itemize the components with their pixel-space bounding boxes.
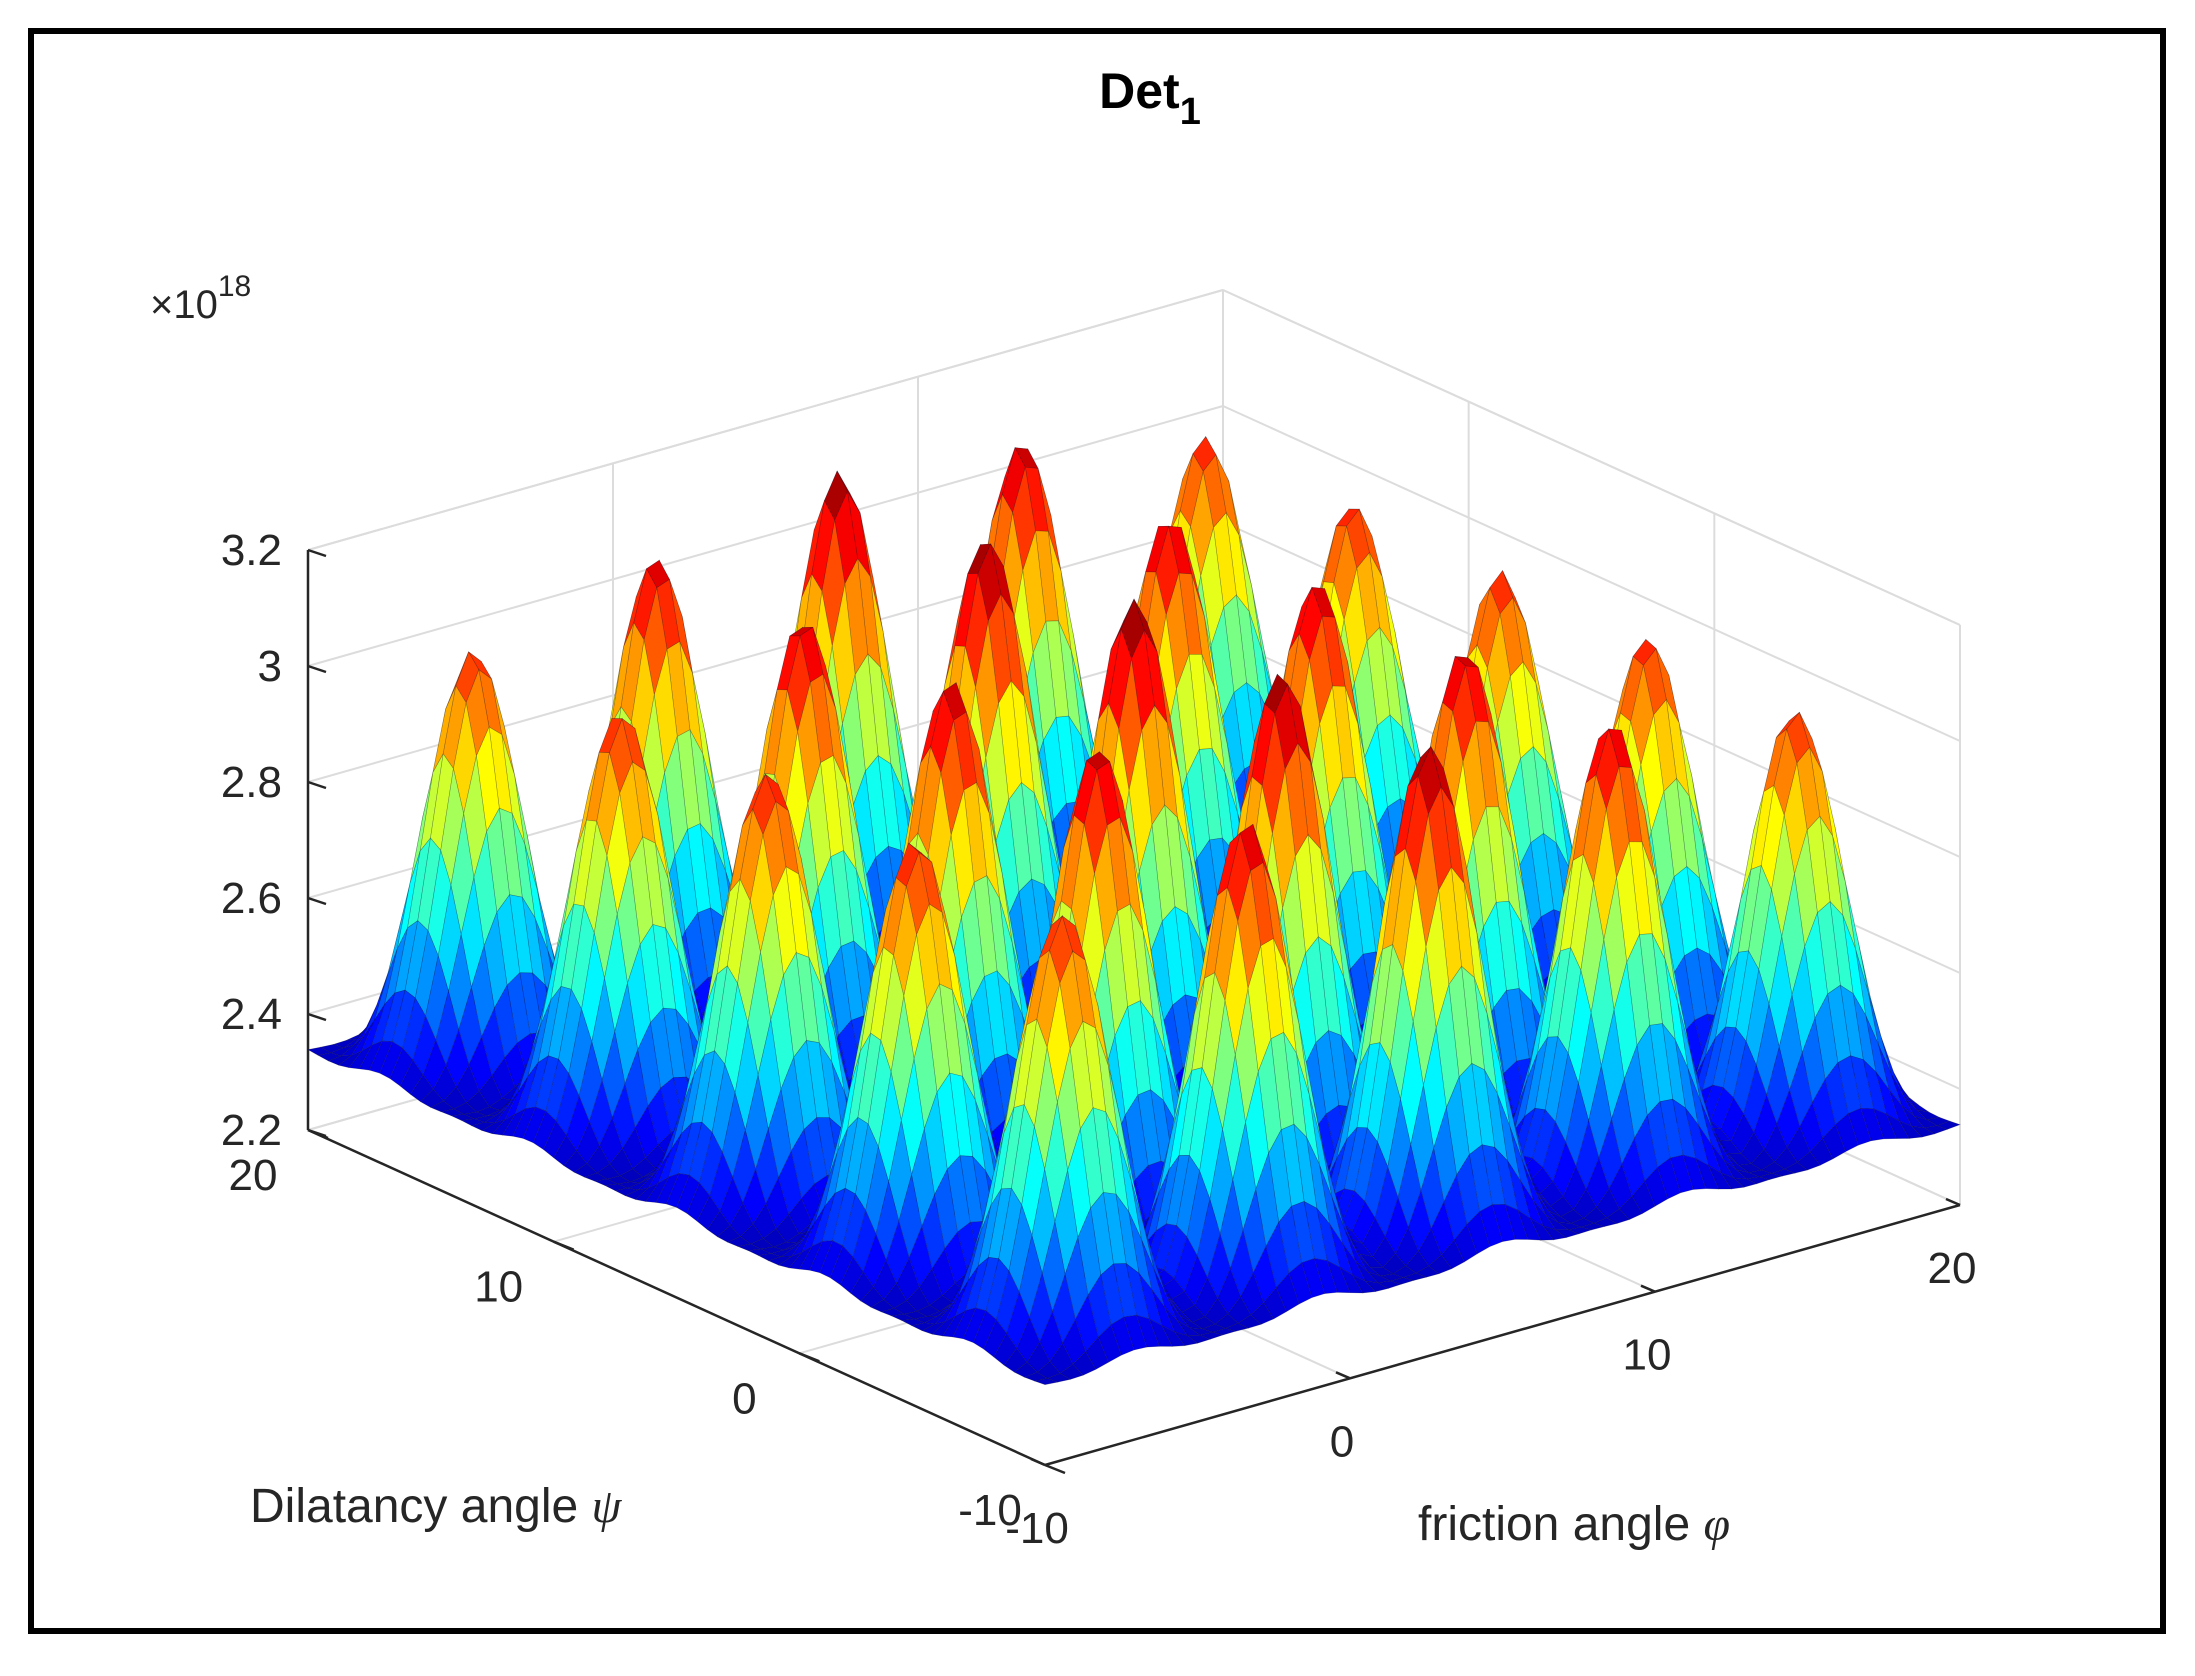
- surface-patch: [1035, 530, 1059, 622]
- x-tick-mark: [1335, 1371, 1351, 1380]
- surface-patch: [824, 470, 848, 521]
- surface-patch: [692, 673, 716, 800]
- axis-lines: [306, 548, 1961, 1475]
- x-axis-line: [1044, 1203, 1961, 1467]
- surface-patch: [684, 912, 709, 991]
- surface-patch: [987, 592, 1012, 705]
- x-tick-mark: [1030, 1457, 1046, 1467]
- surface-patch: [985, 703, 1009, 842]
- surface-patch: [1329, 776, 1354, 895]
- surface-patch: [1013, 613, 1037, 744]
- y-tick-mark: [798, 1352, 820, 1363]
- surface-mesh: [307, 435, 1961, 1385]
- surface-patch: [1311, 586, 1336, 618]
- z-tick-mark: [307, 664, 327, 674]
- surface-patch: [842, 674, 866, 807]
- surface-patch: [666, 640, 691, 738]
- grid-line: [307, 405, 1224, 667]
- z-tick-mark: [307, 548, 327, 558]
- y-tick-mark: [1044, 1463, 1066, 1475]
- surface-patch: [1026, 672, 1050, 809]
- x-tick-mark: [1640, 1284, 1656, 1293]
- y-tick-mark: [553, 1240, 575, 1251]
- surface-patch: [1000, 593, 1025, 698]
- surface-patch: [870, 576, 894, 710]
- surface-patch: [687, 823, 711, 914]
- z-tick-mark: [307, 780, 327, 790]
- surface-patch: [1630, 665, 1654, 765]
- z-tick-mark: [307, 1012, 327, 1022]
- box-edge: [1222, 289, 1961, 626]
- surface-patch: [633, 567, 658, 641]
- box-edge: [307, 289, 1224, 551]
- grid-line: [1222, 405, 1961, 742]
- surface-patch: [882, 631, 907, 768]
- x-tick-mark: [1945, 1197, 1961, 1207]
- surface-patch: [967, 543, 992, 575]
- surface-patch: [1201, 654, 1226, 773]
- surface-patch: [847, 491, 871, 577]
- surface-patch: [679, 641, 703, 754]
- surface-patch: [1073, 636, 1097, 760]
- z-tick-mark: [307, 896, 327, 906]
- surface-patch: [821, 520, 846, 647]
- y-axis-line: [307, 1128, 1046, 1467]
- z-tick-mark: [307, 1128, 327, 1138]
- surface-patch: [1335, 508, 1360, 527]
- surface-patch: [1014, 447, 1039, 469]
